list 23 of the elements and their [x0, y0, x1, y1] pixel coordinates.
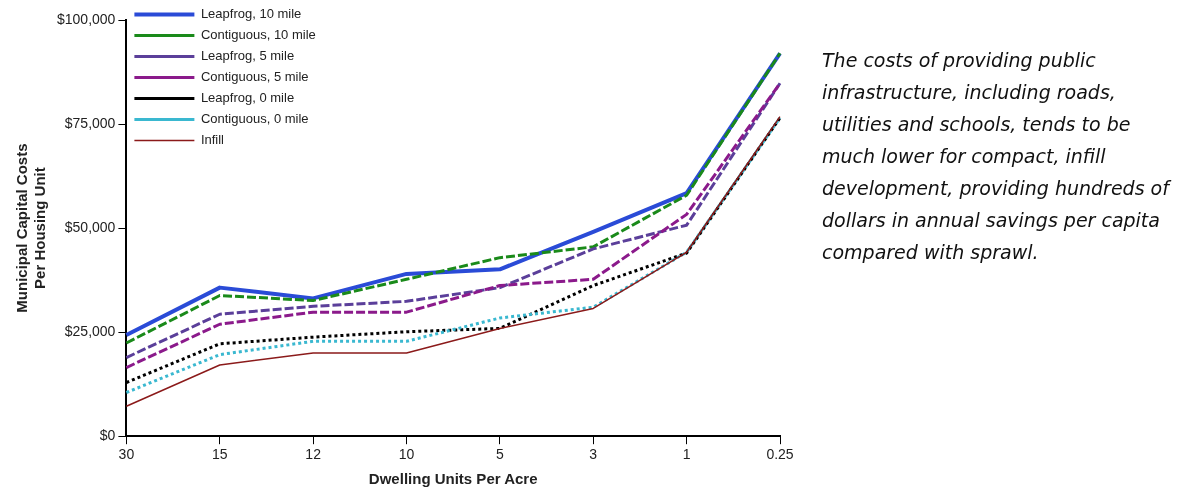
legend-label: Contiguous, 10 mile [200, 27, 316, 43]
y-tick-label: $100,000 [56, 10, 116, 27]
x-tick-label: 15 [211, 446, 228, 463]
y-axis-title: Municipal Capital Costs Per Housing Unit [13, 143, 49, 313]
x-tick-label: 30 [118, 446, 135, 463]
y-tick-label: $50,000 [64, 218, 116, 235]
x-tick-label: 5 [495, 446, 504, 463]
y-tick-label: $0 [99, 427, 116, 444]
x-tick-label: 1 [682, 446, 691, 463]
legend-label: Infill [200, 132, 225, 148]
x-axis-title: Dwelling Units Per Acre [368, 470, 538, 488]
legend-label: Leapfrog, 10 mile [200, 6, 302, 22]
x-tick-label: 10 [398, 446, 415, 463]
legend-label: Leapfrog, 0 mile [200, 90, 295, 106]
y-tick-label: $75,000 [64, 114, 116, 131]
legend-label: Leapfrog, 5 mile [200, 48, 295, 64]
legend-label: Contiguous, 5 mile [200, 69, 309, 85]
text: The costs of providing public infrastructure, including roads, utilities and schools, tends to be much lower for compact, infill development, providing hundreds of dollars in annual savings per capita compared with sprawl. [822, 48, 1172, 265]
x-tick-label: 0.25 [766, 446, 794, 463]
x-tick-label: 12 [305, 446, 322, 463]
legend-label: Contiguous, 0 mile [200, 111, 309, 127]
x-tick-label: 3 [589, 446, 598, 463]
y-tick-label: $25,000 [64, 323, 116, 340]
